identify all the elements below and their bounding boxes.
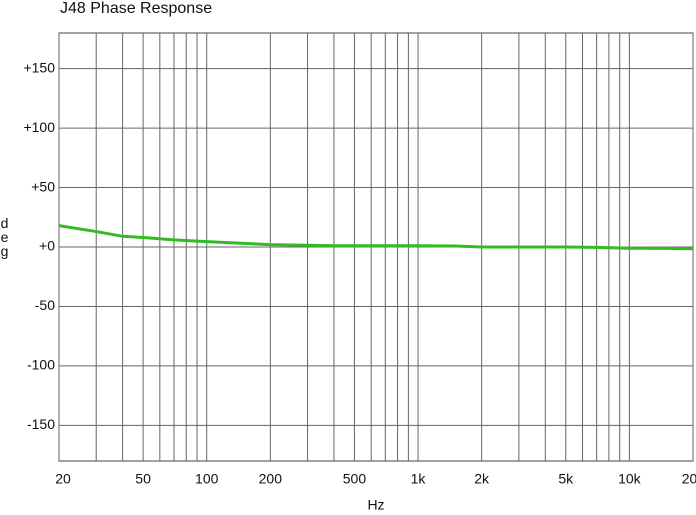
x-tick-label: 10k xyxy=(618,471,642,487)
x-tick-label: 50 xyxy=(135,471,151,487)
x-tick-label: 20 xyxy=(55,471,71,487)
x-tick-label: 100 xyxy=(195,471,219,487)
x-tick-label: 20k xyxy=(682,471,696,487)
x-tick-label: 1k xyxy=(411,471,427,487)
x-tick-label: 500 xyxy=(343,471,367,487)
data-line xyxy=(58,224,694,251)
y-tick-label: +150 xyxy=(23,59,55,75)
y-tick-label: -150 xyxy=(27,416,55,432)
y-tick-label: -100 xyxy=(27,357,55,373)
x-axis-label: Hz xyxy=(367,497,384,513)
x-tick-label: 2k xyxy=(474,471,490,487)
chart-title: J48 Phase Response xyxy=(60,0,212,17)
x-tick-label: 200 xyxy=(259,471,283,487)
y-tick-label: +0 xyxy=(39,238,55,254)
y-tick-label: +100 xyxy=(23,119,55,135)
y-axis-label: deg xyxy=(0,215,9,259)
y-tick-label: -50 xyxy=(35,297,55,313)
y-tick-label: +50 xyxy=(31,178,55,194)
x-tick-label: 5k xyxy=(558,471,574,487)
